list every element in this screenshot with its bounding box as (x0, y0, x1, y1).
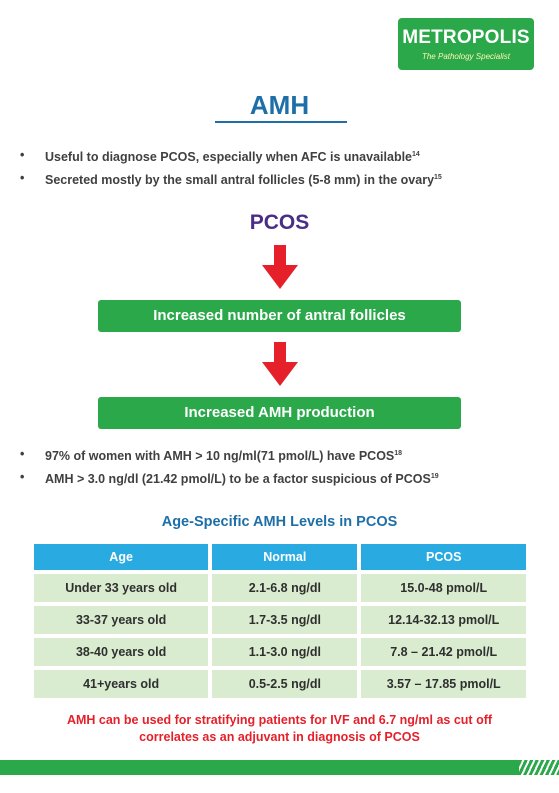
bullet-dot-icon: • (20, 148, 25, 162)
logo-name: METROPOLIS (402, 27, 530, 48)
flow-step-antral-follicles: Increased number of antral follicles (98, 300, 461, 332)
pcos-cell: 3.57 – 17.85 pmol/L (361, 670, 526, 698)
metropolis-logo: METROPOLIS The Pathology Specialist (398, 18, 534, 70)
title-underline (215, 121, 347, 123)
footer-stripes (519, 760, 559, 775)
pcos-cell: 7.8 – 21.42 pmol/L (361, 638, 526, 666)
reference-number: 14 (412, 151, 420, 158)
intro-bullet-text: Useful to diagnose PCOS, especially when… (45, 150, 412, 165)
ivf-note-line-2: correlates as an adjuvant in diagnosis o… (139, 730, 420, 744)
table-row: 33-37 years old 1.7-3.5 ng/dl 12.14-32.1… (34, 606, 526, 634)
flow-step-amh-production: Increased AMH production (98, 397, 461, 429)
pcos-cell: 12.14-32.13 pmol/L (361, 606, 526, 634)
findings-bullet-text: AMH > 3.0 ng/dl (21.42 pmol/L) to be a f… (45, 472, 431, 487)
bullet-dot-icon: • (20, 447, 25, 461)
table-row: Under 33 years old 2.1-6.8 ng/dl 15.0-48… (34, 574, 526, 602)
column-header-age: Age (34, 544, 209, 570)
normal-cell: 0.5-2.5 ng/dl (212, 670, 358, 698)
table-title: Age-Specific AMH Levels in PCOS (161, 514, 398, 530)
bullet-dot-icon: • (20, 171, 25, 185)
age-cell: Under 33 years old (34, 574, 209, 602)
footer-band (0, 760, 559, 775)
down-arrow-icon (262, 245, 298, 289)
table-row: 38-40 years old 1.1-3.0 ng/dl 7.8 – 21.4… (34, 638, 526, 666)
findings-bullet-text: 97% of women with AMH > 10 ng/ml(71 pmol… (45, 449, 395, 464)
intro-bullet-text: Secreted mostly by the small antral foll… (45, 173, 435, 188)
normal-cell: 2.1-6.8 ng/dl (212, 574, 358, 602)
ivf-note-line-1: AMH can be used for stratifying patients… (66, 713, 493, 727)
reference-number: 19 (430, 473, 439, 480)
down-arrow-icon (262, 342, 298, 386)
amh-levels-table: Age Normal PCOS Under 33 years old 2.1-6… (30, 540, 530, 702)
age-cell: 41+years old (34, 670, 209, 698)
intro-bullet: • Useful to diagnose PCOS, especially wh… (20, 146, 442, 169)
ivf-note: AMH can be used for stratifying patients… (0, 712, 559, 746)
table-header-row: Age Normal PCOS (34, 544, 526, 570)
page-title: AMH (249, 90, 310, 120)
findings-bullet-list: • 97% of women with AMH > 10 ng/ml(71 pm… (20, 445, 439, 491)
reference-number: 18 (394, 450, 403, 457)
column-header-normal: Normal (212, 544, 358, 570)
normal-cell: 1.1-3.0 ng/dl (212, 638, 358, 666)
column-header-pcos: PCOS (361, 544, 526, 570)
findings-bullet: • AMH > 3.0 ng/dl (21.42 pmol/L) to be a… (20, 468, 439, 491)
normal-cell: 1.7-3.5 ng/dl (212, 606, 358, 634)
table-row: 41+years old 0.5-2.5 ng/dl 3.57 – 17.85 … (34, 670, 526, 698)
pcos-cell: 15.0-48 pmol/L (361, 574, 526, 602)
bullet-dot-icon: • (20, 470, 25, 484)
age-cell: 33-37 years old (34, 606, 209, 634)
intro-bullet: • Secreted mostly by the small antral fo… (20, 169, 442, 192)
reference-number: 15 (434, 174, 442, 181)
logo-tagline: The Pathology Specialist (421, 52, 511, 61)
flow-start-pcos: PCOS (249, 211, 310, 234)
intro-bullet-list: • Useful to diagnose PCOS, especially wh… (20, 146, 442, 192)
age-cell: 38-40 years old (34, 638, 209, 666)
findings-bullet: • 97% of women with AMH > 10 ng/ml(71 pm… (20, 445, 439, 468)
